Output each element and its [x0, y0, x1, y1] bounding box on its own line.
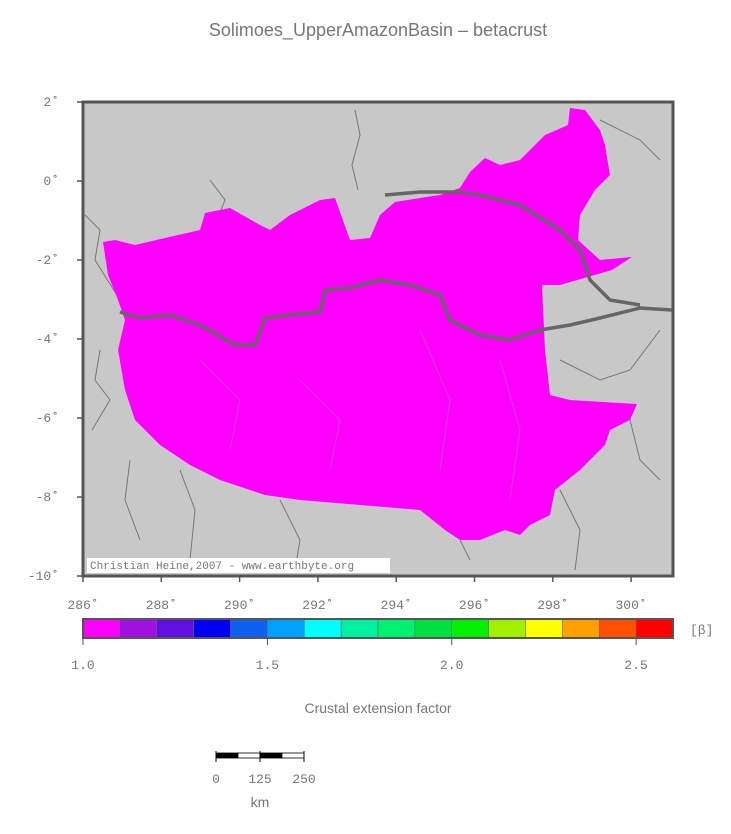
color-bin: [377, 618, 416, 639]
scale-unit: km: [251, 794, 270, 810]
x-tick-label: 296˚: [459, 598, 490, 613]
y-tick-label: -6˚: [36, 411, 59, 426]
colorbar-tick-label: 1.0: [71, 658, 94, 673]
river: [499, 359, 521, 501]
scale-segment: [259, 752, 283, 759]
color-bin: [230, 618, 268, 639]
color-bin: [267, 618, 305, 639]
river: [199, 359, 241, 451]
color-bin: [599, 618, 637, 639]
color-bin: [340, 618, 379, 639]
credit: Christian Heine,2007 - www.earthbyte.org: [90, 561, 354, 573]
y-tick-label: -4˚: [36, 332, 59, 347]
scale-segment: [237, 752, 261, 759]
y-tick-label: 0˚: [43, 174, 59, 189]
y-tick-label: 2˚: [43, 95, 59, 110]
colorbar-label: Crustal extension factor: [304, 700, 451, 716]
river: [629, 419, 661, 481]
colorbar-tick-label: 1.5: [256, 658, 279, 673]
color-bin: [156, 618, 194, 639]
minor-rivers: [84, 109, 661, 571]
river: [91, 349, 111, 431]
color-bin: [488, 618, 526, 639]
river: [559, 329, 661, 381]
color-bin: [451, 618, 489, 639]
amazon-river: [119, 278, 673, 347]
x-tick-label: 286˚: [67, 598, 98, 613]
river: [599, 119, 661, 161]
river: [559, 489, 581, 571]
color-bin: [193, 618, 231, 639]
x-tick-label: 290˚: [224, 598, 255, 613]
scale-tick-label: 250: [292, 772, 315, 787]
colorbar-frame: [82, 618, 674, 639]
x-tick-label: 300˚: [615, 598, 646, 613]
colorbar-tick-label: 2.0: [440, 658, 463, 673]
color-bin: [119, 618, 157, 639]
title: Solimoes_UpperAmazonBasin – betacrust: [209, 20, 547, 41]
major-rivers: [119, 190, 673, 347]
x-tick-label: 294˚: [381, 598, 412, 613]
inner-rivers: [199, 329, 521, 501]
river: [299, 379, 341, 471]
y-tick-label: -10˚: [28, 569, 59, 584]
colorbar-tick-label: 2.5: [624, 658, 647, 673]
y-tick-label: -8˚: [36, 490, 59, 505]
basin-area: [103, 108, 637, 540]
y-tick-label: -2˚: [36, 253, 59, 268]
color-bin: [414, 618, 452, 639]
x-tick-label: 292˚: [302, 598, 333, 613]
river: [84, 214, 121, 301]
scale-tick-label: 125: [248, 772, 271, 787]
color-bin: [525, 618, 563, 639]
negro-river: [384, 190, 641, 307]
scale-tick-label: 0: [212, 772, 220, 787]
colorbar-unit: [β]: [690, 623, 713, 638]
color-bin: [635, 618, 674, 639]
river: [419, 329, 451, 471]
river: [351, 109, 361, 191]
scale-segment: [215, 752, 239, 759]
river: [459, 539, 471, 561]
x-tick-label: 298˚: [537, 598, 568, 613]
color-bin: [562, 618, 600, 639]
color-bin: [304, 618, 342, 639]
river: [124, 459, 141, 541]
x-tick-label: 288˚: [146, 598, 177, 613]
scale-segment: [281, 752, 305, 759]
credit-box: [87, 558, 390, 573]
color-bin: [82, 618, 121, 639]
river: [179, 469, 196, 561]
